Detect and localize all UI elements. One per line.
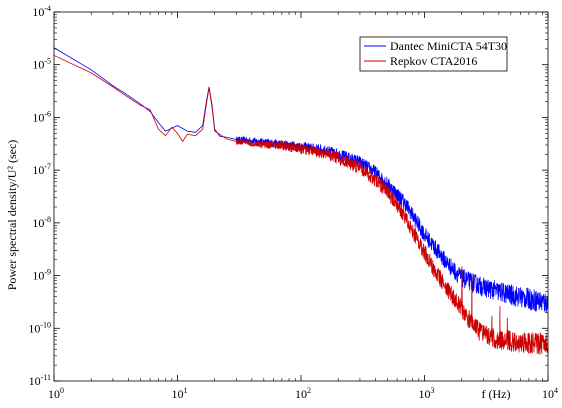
x-tick-label: 102 bbox=[295, 386, 311, 401]
legend-box bbox=[359, 36, 508, 72]
series-line-repkov bbox=[53, 55, 549, 355]
y-tick-label: 10-10 bbox=[28, 320, 51, 335]
y-axis-label: Power spectral density/U² (sec) bbox=[5, 140, 19, 291]
tick-labels: 100 101 102 103 104 10-11 10-10 10-9 10-8 10-7 10-… bbox=[28, 4, 558, 401]
legend-label-repkov: Repkov CTA2016 bbox=[390, 54, 477, 68]
ticks-layer bbox=[53, 11, 549, 382]
x-tick-label: 103 bbox=[419, 386, 435, 401]
x-axis-label: f (Hz) bbox=[482, 387, 511, 401]
y-tick-label: 10-6 bbox=[32, 109, 51, 124]
y-tick-label: 10-11 bbox=[29, 373, 51, 388]
y-tick-label: 10-5 bbox=[32, 57, 51, 72]
x-tick-label: 100 bbox=[48, 386, 64, 401]
legend: Dantec MiniCTA 54T30 Repkov CTA2016 bbox=[359, 36, 508, 72]
x-tick-label: 104 bbox=[542, 386, 558, 401]
series-layer bbox=[53, 47, 549, 355]
x-tick-label: 101 bbox=[172, 386, 188, 401]
legend-label-dantec: Dantec MiniCTA 54T30 bbox=[390, 39, 507, 53]
series-line-dantec bbox=[53, 47, 549, 313]
y-tick-label: 10-7 bbox=[32, 162, 51, 177]
y-tick-label: 10-4 bbox=[32, 4, 51, 19]
y-tick-label: 10-9 bbox=[32, 268, 51, 283]
y-tick-label: 10-8 bbox=[32, 215, 51, 230]
